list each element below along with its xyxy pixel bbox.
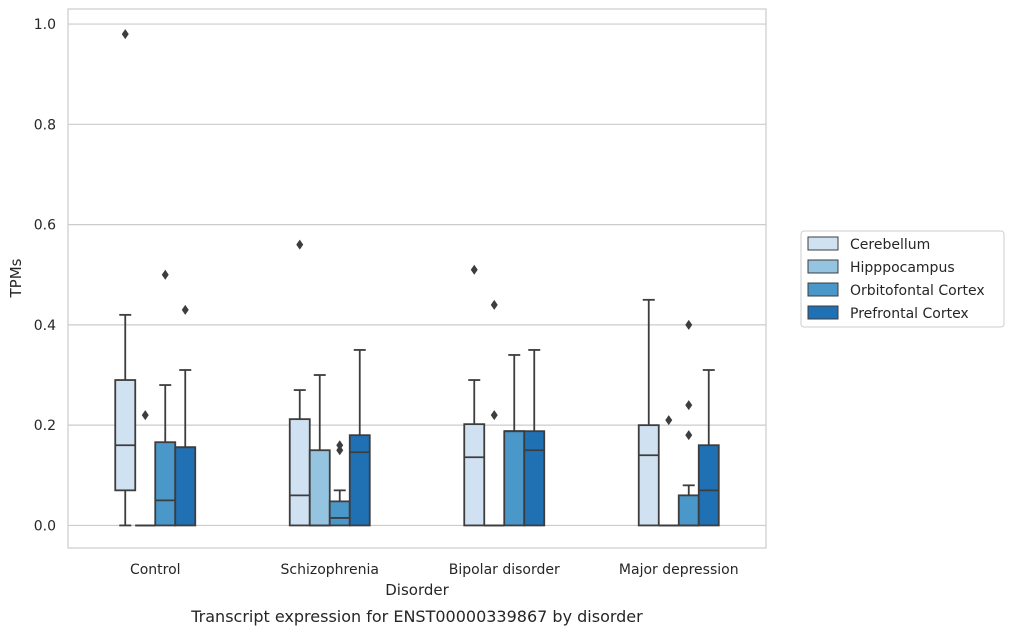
y-tick-label: 0.6	[34, 218, 56, 234]
y-axis-ticks: 0.0 0.2 0.4 0.6 0.8 1.0	[34, 17, 56, 534]
box-1-2	[328, 440, 351, 527]
legend-swatch	[807, 259, 839, 274]
outlier-point	[685, 430, 693, 441]
y-tick-label: 0.0	[34, 518, 56, 534]
outlier-point	[665, 415, 673, 426]
outlier-point	[161, 269, 169, 280]
box-body	[114, 379, 137, 492]
box-body	[154, 441, 177, 527]
box-body	[697, 444, 720, 527]
x-axis-title: Disorder	[385, 581, 449, 599]
x-tick-label: Control	[130, 562, 181, 578]
box-body	[677, 494, 700, 527]
legend-label: Hipppocampus	[850, 260, 955, 276]
outlier-point	[336, 440, 344, 451]
y-tick-label: 1.0	[34, 17, 56, 33]
legend-label: Cerebellum	[850, 237, 930, 253]
outlier-point	[685, 319, 693, 330]
box-0-2	[154, 269, 177, 527]
box-body	[328, 500, 351, 527]
legend: Cerebellum Hipppocampus Orbitofontal Corte…	[800, 230, 1005, 328]
x-tick-label: Major depression	[619, 562, 739, 578]
outlier-point	[181, 304, 189, 315]
plot-area-frame	[67, 8, 767, 549]
chart-caption: Transcript expression for ENST0000033986…	[190, 607, 643, 626]
legend-swatch	[807, 305, 839, 320]
box-1-3	[348, 349, 371, 527]
legend-swatch	[807, 282, 839, 297]
box-body	[463, 423, 486, 527]
box-2-0	[463, 264, 486, 527]
boxes-layer	[114, 29, 720, 527]
legend-label: Prefrontal Cortex	[850, 306, 969, 322]
box-1-0	[288, 239, 311, 527]
outlier-point	[490, 410, 498, 421]
box-3-2	[677, 319, 700, 527]
outlier-point	[336, 445, 344, 456]
x-tick-label: Schizophrenia	[281, 562, 379, 578]
box-3-3	[697, 369, 720, 527]
y-tick-label: 0.4	[34, 318, 56, 334]
box-body	[308, 449, 331, 527]
y-tick-label: 0.8	[34, 117, 56, 133]
x-tick-label: Bipolar disorder	[449, 562, 560, 578]
box-body	[637, 424, 660, 527]
box-3-1	[658, 415, 679, 527]
legend-swatch	[807, 236, 839, 251]
box-body	[174, 446, 197, 527]
outlier-point	[296, 239, 304, 250]
box-body	[348, 434, 371, 527]
box-body	[503, 430, 526, 527]
box-body	[523, 430, 546, 527]
box-1-1	[308, 374, 331, 527]
outlier-point	[470, 264, 478, 275]
legend-frame	[800, 230, 1005, 328]
y-tick-label: 0.2	[34, 418, 56, 434]
outlier-point	[490, 299, 498, 310]
box-2-3	[523, 349, 546, 527]
box-body	[288, 418, 311, 527]
box-2-2	[503, 354, 526, 527]
legend-label: Orbitofontal Cortex	[850, 283, 985, 299]
box-3-0	[637, 298, 660, 527]
box-2-1	[484, 299, 505, 527]
outlier-point	[685, 400, 693, 411]
y-axis-title: TPMs	[7, 258, 25, 298]
x-axis-ticks: Control Schizophrenia Bipolar disorder Majo…	[130, 562, 739, 578]
box-0-0	[114, 29, 137, 527]
outlier-point	[121, 29, 129, 40]
outlier-point	[141, 410, 149, 421]
box-0-1	[135, 410, 156, 527]
box-0-3	[174, 304, 197, 527]
